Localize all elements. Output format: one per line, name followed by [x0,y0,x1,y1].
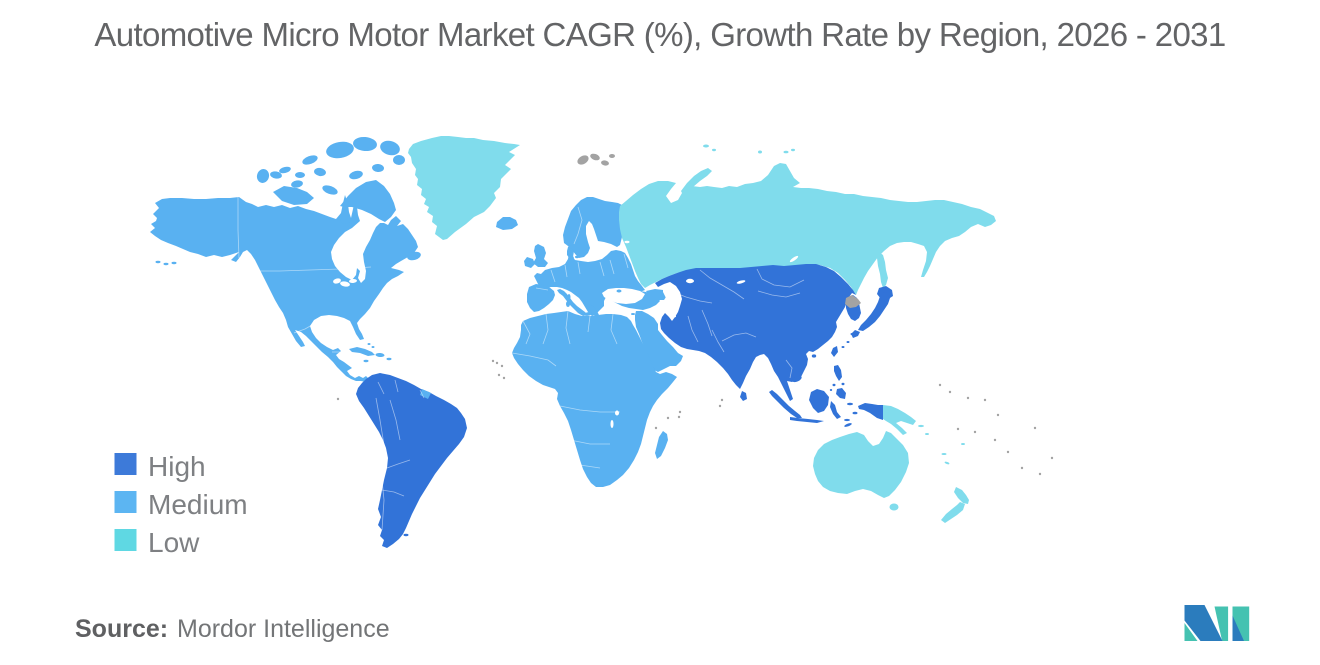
svg-text:High: High [148,451,206,482]
svg-text:Automotive Micro Motor Market: Automotive Micro Motor Market CAGR (%), … [94,16,1225,53]
svg-text:Mordor Intelligence: Mordor Intelligence [177,615,390,643]
svg-text:Source:: Source: [75,615,168,643]
svg-text:Medium: Medium [148,489,248,520]
svg-text:Low: Low [148,527,200,558]
